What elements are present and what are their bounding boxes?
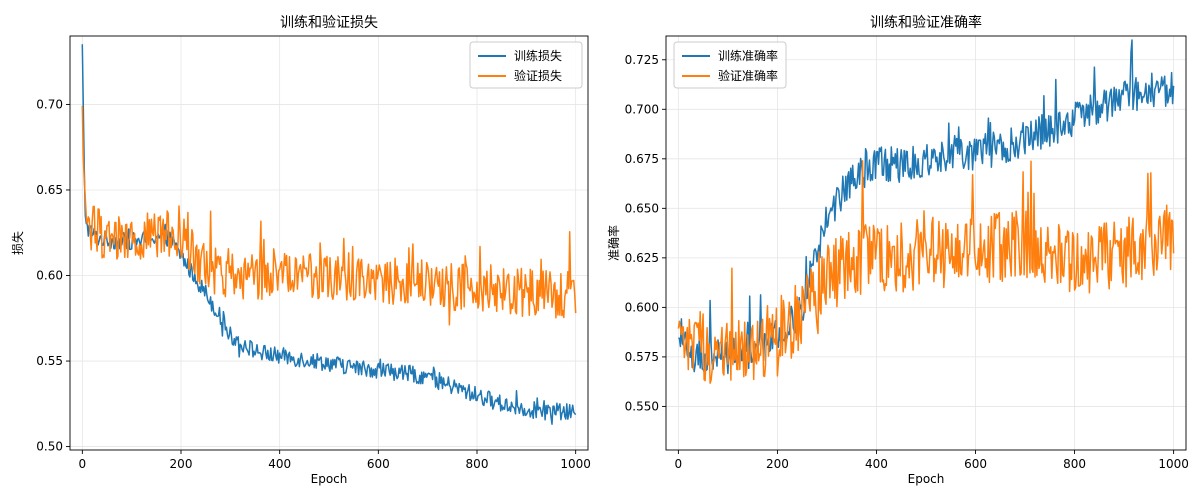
x-tick-label: 200 [170, 457, 193, 471]
x-tick-label: 0 [79, 457, 87, 471]
series-line-1 [81, 105, 577, 326]
chart-panel-1: 0 200 400 600 800 1000 0.550 0.575 0.600 0.625 0.6… [606, 14, 1189, 486]
legend-label-0: 训练损失 [514, 48, 562, 63]
x-tick-label: 1000 [1158, 457, 1189, 471]
y-tick-label: 0.575 [625, 350, 659, 364]
legend-label-0: 训练准确率 [718, 48, 778, 63]
y-tick-label: 0.65 [36, 183, 63, 197]
x-tick-label: 200 [766, 457, 789, 471]
series-line-1 [677, 160, 1175, 384]
legend-label-1: 验证准确率 [718, 68, 778, 83]
y-tick-label: 0.675 [625, 152, 659, 166]
chart-title: 训练和验证损失 [280, 15, 378, 31]
x-tick-label: 800 [466, 457, 489, 471]
y-tick-label: 0.70 [36, 97, 63, 111]
axes-frame [69, 35, 589, 451]
x-tick-label: 1000 [560, 457, 591, 471]
y-tick-label: 0.50 [36, 440, 63, 454]
x-tick-label: 600 [964, 457, 987, 471]
x-tick-label: 0 [675, 457, 683, 471]
x-axis-label: Epoch [908, 472, 945, 486]
x-tick-label: 400 [865, 457, 888, 471]
y-tick-label: 0.600 [625, 300, 659, 314]
y-axis-label: 损失 [10, 231, 25, 255]
y-tick-label: 0.55 [36, 354, 63, 368]
series-line-0 [678, 39, 1175, 375]
x-tick-label: 800 [1063, 457, 1086, 471]
x-axis-label: Epoch [311, 472, 348, 486]
chart-title: 训练和验证准确率 [870, 14, 982, 31]
legend-label-1: 验证损失 [514, 68, 562, 83]
chart-panel-0: 0 200 400 600 800 1000 0.50 0.55 0.60 0.65 0.70 训练和… [10, 15, 591, 486]
y-tick-label: 0.725 [625, 53, 659, 67]
x-tick-label: 600 [367, 457, 390, 471]
y-tick-label: 0.550 [625, 399, 659, 413]
y-tick-label: 0.625 [625, 251, 659, 265]
series-line-0 [81, 44, 577, 425]
y-axis-label: 准确率 [606, 225, 621, 261]
y-tick-label: 0.60 [36, 269, 63, 283]
axes-frame [665, 35, 1187, 451]
y-tick-label: 0.650 [625, 201, 659, 215]
y-tick-label: 0.700 [625, 102, 659, 116]
x-tick-label: 400 [268, 457, 291, 471]
